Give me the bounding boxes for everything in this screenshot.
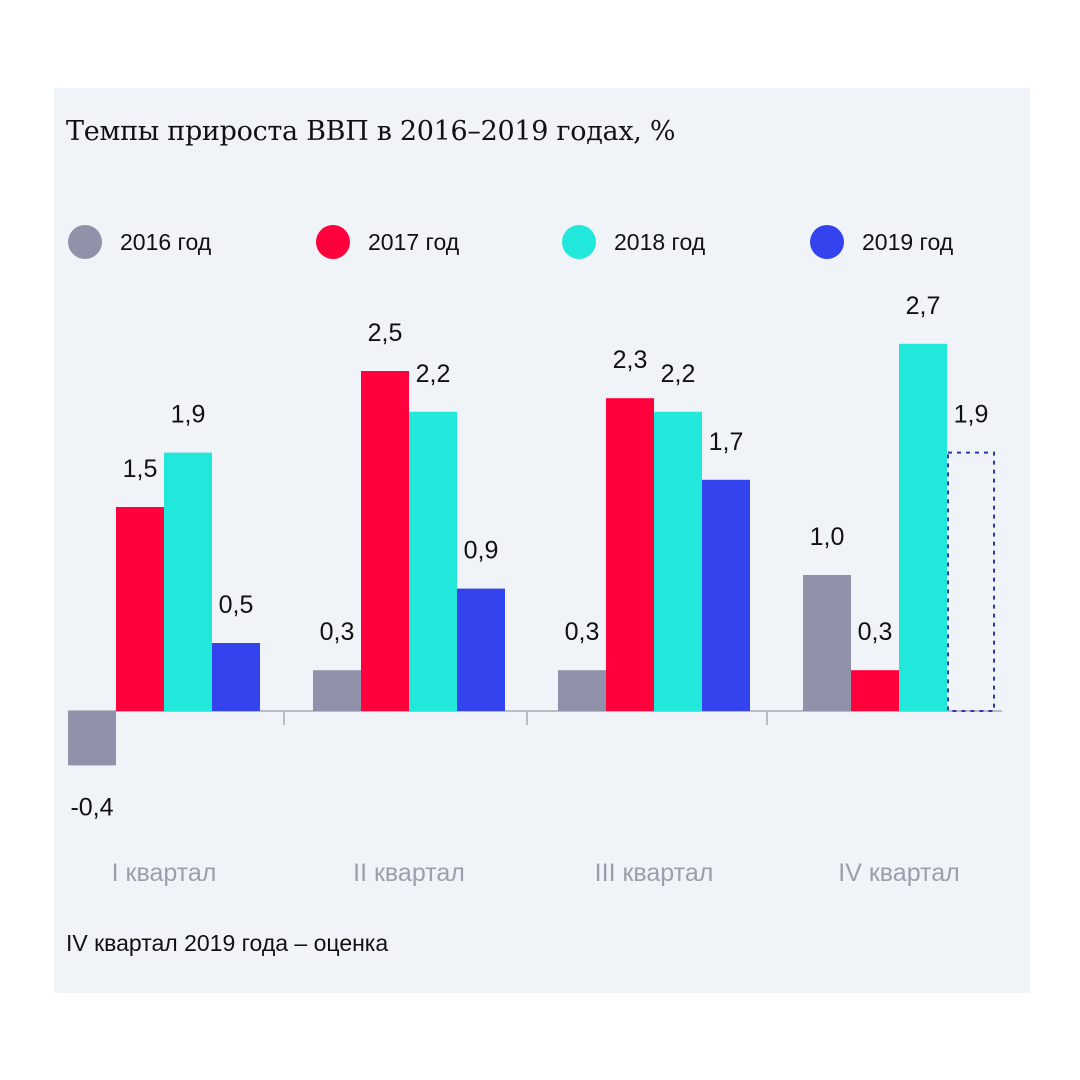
data-label: 2,2 [416, 360, 451, 388]
bar-2016-год-q3 [558, 670, 606, 711]
legend-label-2017: 2017 год [368, 228, 460, 255]
bar-2016-год-q1 [68, 711, 116, 766]
data-label: 2,5 [368, 319, 403, 347]
data-label: 2,3 [613, 346, 648, 374]
bar-2016-год-q4 [803, 575, 851, 711]
footnote: IV квартал 2019 года – оценка [66, 930, 389, 956]
bar-2019-год-q4 [947, 451, 995, 712]
data-label: 1,9 [954, 401, 989, 429]
category-label: I квартал [112, 859, 217, 887]
bar-chart-plot: -0,4 1,5 1,9 0,5 I квартал 0,3 2,5 2,2 0,9 II ква… [68, 292, 1002, 887]
category-label: IV квартал [838, 859, 959, 887]
legend-swatch-2016 [68, 225, 102, 259]
legend-swatch-2017 [316, 225, 350, 259]
data-label: 0,3 [858, 618, 893, 646]
data-label: 2,7 [906, 292, 941, 320]
category-label: II квартал [353, 859, 465, 887]
data-label: 0,3 [320, 618, 355, 646]
bar-2017-год-q2 [361, 371, 409, 711]
legend-item-2016: 2016 год [68, 225, 211, 259]
legend-item-2018: 2018 год [562, 225, 705, 259]
data-label: 1,0 [810, 523, 845, 551]
data-label: 1,7 [709, 428, 744, 456]
bar-2017-год-q3 [606, 398, 654, 711]
data-label: 0,9 [464, 537, 499, 565]
legend-label-2016: 2016 год [120, 228, 212, 255]
bar-2019-год-q3 [702, 479, 750, 711]
legend-label-2019: 2019 год [862, 228, 954, 255]
legend-item-2019: 2019 год [810, 225, 953, 259]
legend-swatch-2018 [562, 225, 596, 259]
bar-2018-год-q3 [654, 411, 702, 711]
bar-2017-год-q4 [851, 670, 899, 711]
data-label: 0,5 [219, 591, 254, 619]
data-label: -0,4 [70, 793, 113, 821]
bar-2018-год-q4 [899, 343, 947, 711]
bar-2018-год-q2 [409, 411, 457, 711]
data-label: 0,3 [565, 618, 600, 646]
legend-swatch-2019 [810, 225, 844, 259]
data-label: 1,9 [171, 401, 206, 429]
bar-2018-год-q1 [164, 452, 212, 711]
bar-2019-год-q1 [212, 643, 260, 711]
data-label: 1,5 [123, 455, 158, 483]
bar-2016-год-q2 [313, 670, 361, 711]
chart-card: Темпы прироста ВВП в 2016–2019 годах, % … [54, 88, 1030, 993]
legend-label-2018: 2018 год [614, 228, 706, 255]
chart-title: Темпы прироста ВВП в 2016–2019 годах, % [66, 116, 676, 147]
legend-item-2017: 2017 год [316, 225, 459, 259]
bar-2017-год-q1 [116, 507, 164, 711]
category-label: III квартал [595, 859, 714, 887]
data-label: 2,2 [661, 360, 696, 388]
bar-2019-год-q2 [457, 588, 505, 711]
